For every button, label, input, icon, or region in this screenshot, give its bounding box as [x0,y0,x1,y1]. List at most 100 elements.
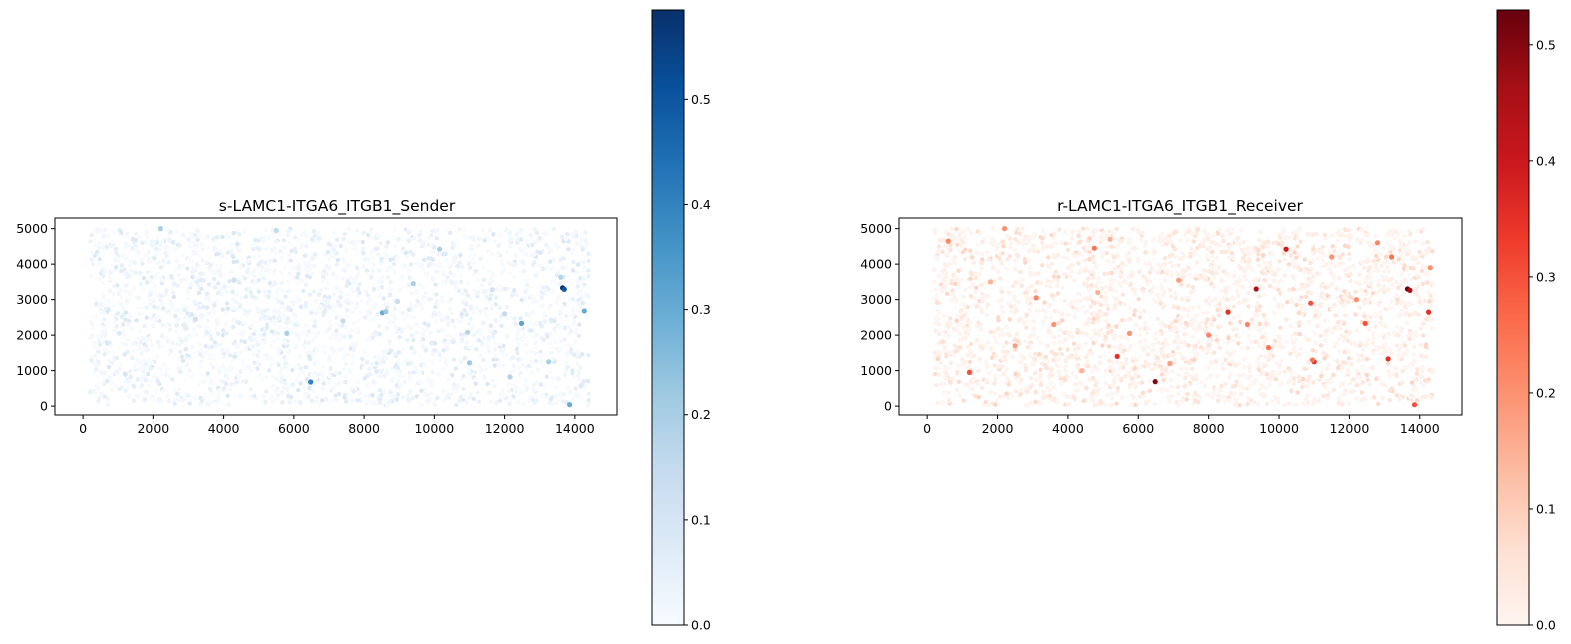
sender-data-point [437,246,443,252]
sender-data-point [340,318,346,324]
sender-y-tick-label: 1000 [16,363,48,378]
receiver-data-point [1095,289,1101,296]
sender-colorbar-tick-label: 0.0 [691,618,711,633]
sender-y-tick-label: 2000 [16,328,48,343]
sender-colorbar-tick-label: 0.1 [691,512,711,527]
sender-y-axis: 0 1000 2000 3000 4000 5000 [16,221,55,414]
receiver-data-point [1385,356,1391,362]
receiver-colorbar: 0.0 0.1 0.2 0.3 0.4 0.5 [1496,9,1556,633]
sender-data-point [231,277,237,283]
receiver-data-point [1107,236,1113,242]
sender-x-tick-label: 6000 [278,421,310,436]
receiver-data-point [945,238,951,244]
sender-x-tick-label: 8000 [348,421,380,436]
sender-colorbar-frame [651,9,685,626]
sender-panel: s-LAMC1-ITGA6_ITGB1_Sender 0 2000 4000 6000… [16,197,618,436]
receiver-x-axis: 0 2000 4000 6000 8000 10000 12000 14000 [923,415,1440,436]
receiver-x-tick-label: 2000 [982,421,1014,436]
receiver-colorbar-tick-label: 0.2 [1536,385,1556,400]
sender-data-point [518,320,525,326]
sender-background-spots [88,226,591,408]
receiver-data-point [1033,295,1039,301]
receiver-x-tick-label: 10000 [1259,421,1299,436]
sender-y-tick-label: 5000 [16,221,48,236]
receiver-data-point [1126,330,1133,336]
receiver-y-tick-label: 4000 [860,257,892,272]
receiver-data-point [1012,343,1018,349]
sender-data-point [561,286,567,292]
receiver-data-point [1374,240,1381,246]
receiver-x-tick-label: 4000 [1052,421,1084,436]
receiver-data-point [1206,332,1212,338]
sender-colorbar-tick-label: 0.4 [691,197,711,212]
receiver-colorbar-tick-label: 0.1 [1536,501,1556,516]
sender-colorbar-tick-label: 0.2 [691,407,711,422]
sender-title: s-LAMC1-ITGA6_ITGB1_Sender [219,197,456,216]
receiver-data-point [1152,379,1158,385]
sender-colorbar-tick-label: 0.5 [691,92,711,107]
sender-data-point [545,359,552,365]
receiver-data-point [966,369,973,375]
sender-colorbar-ticks: 0.0 0.1 0.2 0.3 0.4 0.5 [684,92,711,633]
receiver-x-tick-label: 14000 [1400,421,1440,436]
receiver-x-tick-label: 6000 [1122,421,1154,436]
receiver-panel: r-LAMC1-ITGA6_ITGB1_Receiver 0 2000 4000 60… [860,197,1463,436]
receiver-data-point [1176,277,1182,283]
receiver-x-tick-label: 0 [923,421,931,436]
receiver-data-point [1079,368,1085,374]
receiver-x-tick-label: 8000 [1193,421,1225,436]
sender-data-point [122,371,128,377]
receiver-colorbar-frame [1496,9,1530,626]
sender-colorbar-tick-label: 0.3 [691,302,711,317]
sender-data-point [507,374,513,380]
receiver-colorbar-tick-label: 0.0 [1536,618,1556,633]
sender-colorbar-gradient [652,10,684,625]
sender-data-point [465,329,471,335]
receiver-y-tick-label: 5000 [860,221,892,236]
sender-data-point [410,281,416,287]
receiver-data-point [1389,254,1395,260]
receiver-y-tick-label: 0 [884,399,892,414]
receiver-data-point [1114,353,1120,359]
sender-data-point [394,298,401,304]
receiver-data-point [1265,345,1272,351]
sender-data-point [383,309,389,315]
sender-y-tick-label: 0 [40,399,48,414]
sender-data-point [502,311,508,317]
receiver-colorbar-tick-label: 0.4 [1536,153,1556,168]
receiver-data-point [1308,300,1314,306]
sender-x-tick-label: 10000 [414,421,454,436]
receiver-y-tick-label: 3000 [860,292,892,307]
receiver-data-point [1253,286,1259,292]
sender-y-tick-label: 3000 [16,292,48,307]
receiver-y-axis: 0 1000 2000 3000 4000 5000 [860,221,899,414]
receiver-background-spots [932,226,1435,408]
receiver-data-point [1427,265,1433,271]
sender-data-point [284,330,290,336]
receiver-data-point [1167,360,1173,367]
receiver-colorbar-ticks: 0.0 0.1 0.2 0.3 0.4 0.5 [1529,37,1556,633]
receiver-y-tick-label: 2000 [860,328,892,343]
receiver-title: r-LAMC1-ITGA6_ITGB1_Receiver [1057,197,1303,216]
sender-x-tick-label: 2000 [137,421,169,436]
sender-data-point [192,316,199,322]
sender-x-tick-label: 14000 [555,421,595,436]
receiver-x-tick-label: 12000 [1330,421,1370,436]
sender-data-point [558,274,564,280]
sender-data-point [308,379,314,385]
receiver-axes-frame [898,217,1463,416]
sender-axes-frame [54,217,618,416]
receiver-data-point [1244,321,1250,328]
sender-data-point [466,360,473,366]
receiver-data-point [1362,320,1368,326]
receiver-colorbar-tick-label: 0.3 [1536,269,1556,284]
receiver-data-point [1091,245,1097,251]
receiver-data-point [1407,287,1413,293]
sender-y-tick-label: 4000 [16,257,48,272]
sender-x-tick-label: 0 [79,421,87,436]
receiver-colorbar-gradient [1497,10,1529,625]
receiver-data-point [1283,246,1289,252]
sender-x-tick-label: 4000 [208,421,240,436]
sender-data-point [489,287,495,293]
